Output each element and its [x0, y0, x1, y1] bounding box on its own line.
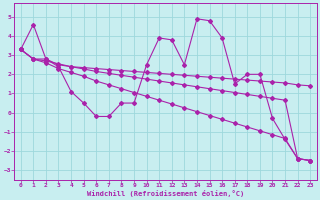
X-axis label: Windchill (Refroidissement éolien,°C): Windchill (Refroidissement éolien,°C): [87, 190, 244, 197]
